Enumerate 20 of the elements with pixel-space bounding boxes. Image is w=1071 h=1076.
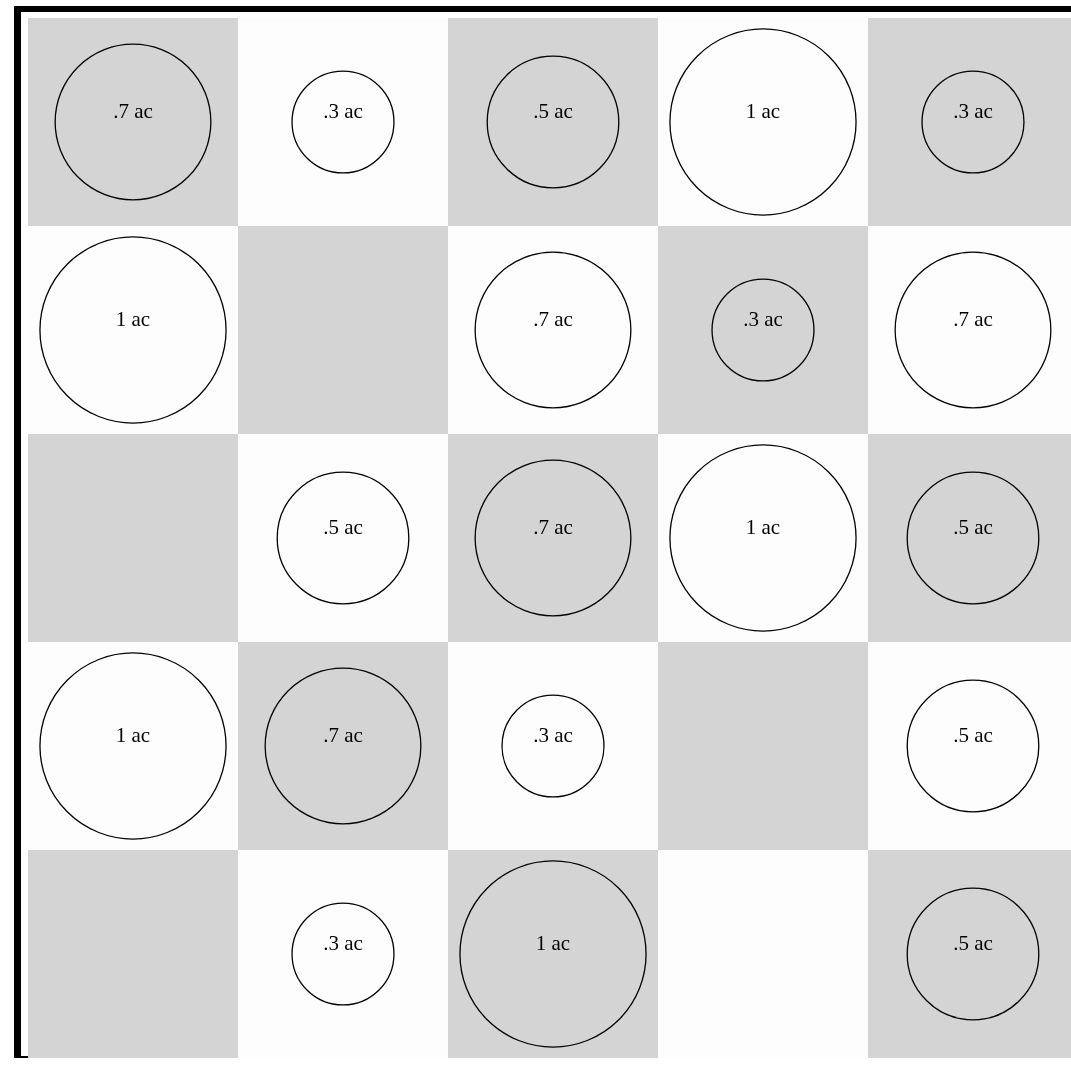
data-label: .3 ac <box>533 723 573 747</box>
data-label: 1 ac <box>535 931 571 955</box>
data-label: .5 ac <box>953 515 993 539</box>
data-label: .7 ac <box>533 307 573 331</box>
data-label: .3 ac <box>953 99 993 123</box>
data-label: .7 ac <box>113 99 153 123</box>
data-label: .5 ac <box>953 723 993 747</box>
data-label: 1 ac <box>115 723 151 747</box>
data-label: .7 ac <box>533 515 573 539</box>
data-label: .5 ac <box>323 515 363 539</box>
data-label: 1 ac <box>745 99 781 123</box>
data-label: .3 ac <box>323 99 363 123</box>
data-label: .7 ac <box>323 723 363 747</box>
data-label: .3 ac <box>743 307 783 331</box>
data-label: 1 ac <box>745 515 781 539</box>
data-label: 1 ac <box>115 307 151 331</box>
data-label: .5 ac <box>533 99 573 123</box>
data-label: .3 ac <box>323 931 363 955</box>
data-label: .5 ac <box>953 931 993 955</box>
data-label: .7 ac <box>953 307 993 331</box>
